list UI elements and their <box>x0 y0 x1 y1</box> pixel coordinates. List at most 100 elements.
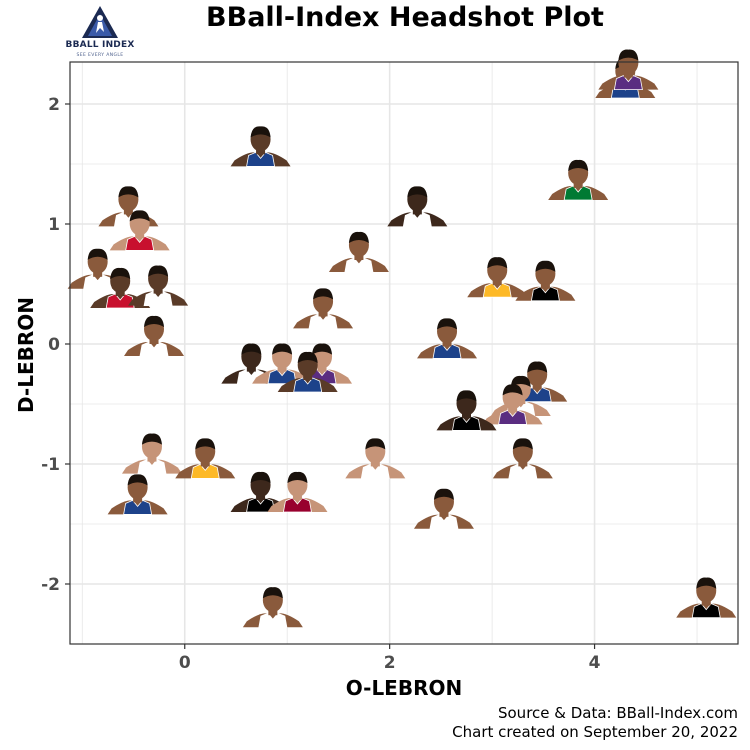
hair-shape <box>262 587 283 599</box>
hair-shape <box>250 126 271 138</box>
player-headshot-point <box>417 318 478 359</box>
x-axis-label: O-LEBRON <box>345 676 463 700</box>
hair-shape <box>527 361 548 373</box>
hair-shape <box>433 488 454 500</box>
hair-shape <box>487 257 508 269</box>
jersey-shape <box>360 463 390 479</box>
jersey-shape <box>563 185 593 201</box>
hair-shape <box>250 471 271 483</box>
player-headshot-point <box>467 257 528 298</box>
hair-shape <box>272 343 293 355</box>
hair-shape <box>510 375 531 387</box>
jersey-shape <box>402 211 432 227</box>
player-headshot-point <box>482 384 543 425</box>
hair-shape <box>568 159 589 171</box>
hair-shape <box>535 260 556 272</box>
jersey-shape <box>613 75 643 90</box>
created-date-text: Chart created on September 20, 2022 <box>452 723 738 741</box>
hair-shape <box>502 384 523 396</box>
player-headshot-point <box>492 438 553 479</box>
hair-shape <box>407 186 428 198</box>
player-headshot-point <box>515 260 576 302</box>
hair-shape <box>297 351 318 363</box>
jersey-shape <box>258 612 288 628</box>
hair-shape <box>696 577 717 589</box>
player-headshot-point <box>124 315 185 357</box>
hair-shape <box>129 210 150 222</box>
player-headshot-point <box>548 159 609 201</box>
y-tick-label: 1 <box>48 215 60 235</box>
jersey-shape <box>125 235 155 251</box>
player-headshot-point <box>413 488 474 530</box>
player-headshot-point <box>293 288 354 329</box>
jersey-shape <box>293 377 323 393</box>
player-headshot-point <box>598 49 659 90</box>
hair-shape <box>195 438 216 450</box>
y-tick-label: -2 <box>41 575 60 595</box>
hair-shape <box>512 438 533 450</box>
player-headshot-point <box>345 438 406 479</box>
player-headshot-point <box>107 474 168 515</box>
jersey-shape <box>691 603 721 618</box>
jersey-shape <box>308 313 338 329</box>
x-tick-label: 4 <box>589 653 601 673</box>
player-headshot-point <box>267 471 328 513</box>
jersey-shape <box>105 293 135 309</box>
data-points <box>67 49 737 628</box>
tick-labels: 0 2 4 2 1 0 -1 -2 <box>41 95 601 673</box>
jersey-shape <box>246 151 276 167</box>
jersey-shape <box>452 415 481 431</box>
hair-shape <box>87 248 108 260</box>
player-headshot-point <box>128 265 189 306</box>
jersey-shape <box>123 499 153 515</box>
player-headshot-point <box>109 210 170 251</box>
hair-shape <box>365 438 386 450</box>
panel-border <box>69 61 739 645</box>
jersey-shape <box>282 497 312 513</box>
source-text: Source & Data: BBall-Index.com <box>497 704 738 722</box>
jersey-shape <box>432 343 462 359</box>
hair-shape <box>348 231 369 243</box>
hair-shape <box>148 265 169 277</box>
player-headshot-point <box>328 231 389 273</box>
jersey-shape <box>429 514 459 530</box>
jersey-shape <box>498 409 528 425</box>
jersey-shape <box>530 286 560 302</box>
hair-shape <box>241 343 262 355</box>
jersey-shape <box>190 463 220 479</box>
hair-shape <box>437 318 458 330</box>
bball-index-logo: BBALL INDEX SEE EVERY ANGLE <box>62 4 138 62</box>
basketball-player-logo-icon <box>82 6 118 38</box>
player-headshot-point <box>387 186 448 227</box>
jersey-shape <box>83 274 113 290</box>
player-headshot-point <box>175 438 236 479</box>
jersey-shape <box>344 257 374 273</box>
y-tick-label: 2 <box>48 95 60 115</box>
hair-shape <box>313 288 334 300</box>
player-headshot-point <box>242 587 303 628</box>
hair-shape <box>287 471 308 483</box>
jersey-shape <box>143 291 173 306</box>
y-tick-label: -1 <box>41 455 60 475</box>
logo-name: BBALL INDEX <box>65 40 135 50</box>
hair-shape <box>118 186 139 198</box>
x-tick-label: 2 <box>384 653 396 673</box>
y-axis-label: D-LEBRON <box>14 296 38 414</box>
player-headshot-point <box>676 577 737 618</box>
hair-shape <box>141 433 162 445</box>
hair-shape <box>110 267 131 279</box>
player-headshot-point <box>277 351 338 393</box>
hair-shape <box>618 49 639 61</box>
hair-shape <box>312 343 333 355</box>
x-tick-label: 0 <box>179 653 191 673</box>
player-headshot-point <box>121 433 182 474</box>
jersey-shape <box>508 463 538 479</box>
y-tick-label: 0 <box>48 335 60 355</box>
player-headshot-point <box>252 343 313 384</box>
jersey-shape <box>139 341 169 357</box>
jersey-shape <box>137 459 167 474</box>
hair-shape <box>456 390 477 402</box>
player-headshot-point <box>67 248 128 290</box>
hair-shape <box>144 315 165 327</box>
